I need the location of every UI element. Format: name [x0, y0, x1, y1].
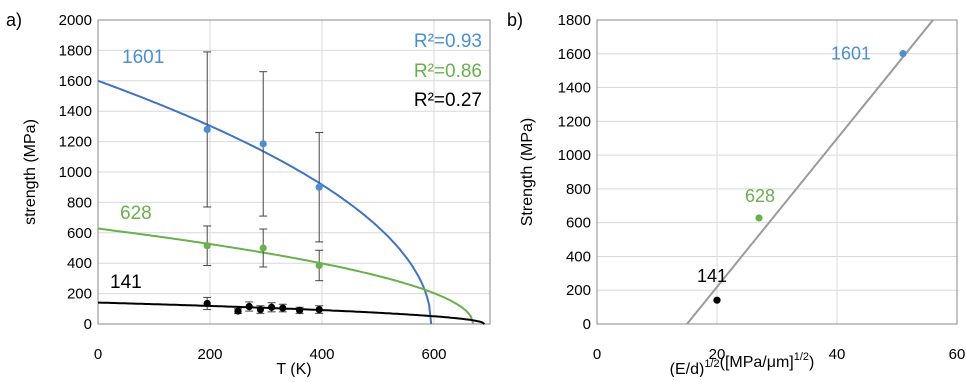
panel-a-y-tick-label: 200	[67, 286, 92, 303]
panel-a-plot: 0 200 400 600 800 1000 1200 1400 1600 1800 2000 0 20…	[59, 12, 491, 363]
panel-a-y-tick-label: 2000	[59, 12, 92, 29]
data-point-628	[203, 242, 211, 250]
panel-a-frame	[97, 19, 491, 325]
fit-curve-141	[98, 301, 485, 325]
x-label-unit-close: )	[809, 354, 814, 371]
panel-a-y-tick-label: 0	[84, 316, 92, 333]
point-label-628: 628	[745, 186, 775, 206]
panel-b-x-tick-label: 20	[709, 346, 726, 363]
panel-a-x-tick-label: 200	[197, 346, 222, 363]
data-point-1601	[259, 140, 267, 148]
panel-a-y-tick-label: 1800	[59, 42, 92, 59]
data-point-1601	[203, 125, 211, 134]
panel-a-y-tick-label: 1400	[59, 103, 92, 120]
r2-label-141: R²=0.27	[414, 90, 482, 111]
panel-b-y-tick-label: 1400	[558, 80, 591, 97]
x-label-main: (E/d)	[670, 361, 705, 377]
x-label-unit-exp: 1/2	[794, 351, 809, 363]
panel-a-y-axis-label: strength (MPa)	[22, 119, 39, 225]
x-label-unit-main: ([MPa/μm]	[720, 354, 794, 371]
series-label-1601: 1601	[122, 47, 164, 68]
panel-a-y-tick-label: 800	[67, 194, 92, 211]
panel-b-y-tick-label: 1800	[558, 12, 591, 29]
panel-b-frame	[596, 19, 958, 325]
panel-b-x-axis-label: (E/d)1/2([MPa/μm]1/2)	[670, 351, 815, 377]
fit-curve-628	[97, 227, 475, 325]
fit-curve-1601	[97, 79, 433, 325]
data-point-141	[256, 305, 264, 314]
panel-a-y-tick-label: 600	[67, 225, 92, 242]
panel-b-y-tick-label: 1200	[558, 113, 591, 130]
data-point-1601	[315, 183, 323, 191]
panel-a-y-tick-label: 400	[67, 255, 92, 272]
panel-b-y-axis-label: Strength (MPa)	[519, 118, 536, 226]
series-label-628: 628	[120, 203, 152, 224]
data-point-141	[203, 299, 211, 308]
panel-b-y-tick-label: 200	[566, 282, 591, 299]
panel-b-label: b)	[507, 10, 523, 30]
panel-a-y-tick-label: 1600	[59, 73, 92, 90]
data-point-1601	[899, 50, 907, 58]
panel-a-y-tick-label: 1200	[59, 134, 92, 151]
data-point-141	[245, 302, 253, 311]
data-point-628	[315, 261, 323, 270]
panel-a-y-tick-label: 1000	[59, 164, 92, 181]
panel-a-label: a)	[6, 10, 22, 30]
series-label-141: 141	[110, 272, 142, 293]
panel-b-x-tick-label: 60	[949, 346, 966, 363]
panel-b-y-tick-label: 1600	[558, 46, 591, 63]
point-label-141: 141	[697, 266, 727, 286]
data-point-141	[279, 304, 287, 312]
panel-a-x-tick-label: 600	[421, 346, 446, 363]
fit-line	[686, 19, 934, 325]
data-point-141	[234, 307, 242, 315]
r2-label-1601: R²=0.93	[414, 31, 482, 52]
x-label-exp: 1/2	[704, 358, 719, 370]
panel-b-plot: 0 200 400 600 800 1000 1200 1400 1600 1800 0 20 40 60…	[558, 12, 966, 363]
panel-b-y-tick-label: 800	[566, 181, 591, 198]
panel-a-x-axis-label: T (K)	[276, 361, 311, 377]
data-point-628	[755, 214, 763, 222]
data-point-628	[259, 244, 267, 252]
panel-b-y-tick-label: 1000	[558, 147, 591, 164]
panel-b-x-tick-label: 40	[829, 346, 846, 363]
data-point-141	[315, 305, 323, 314]
panel-a-x-tick-label: 400	[309, 346, 334, 363]
data-point-141	[713, 296, 721, 304]
r2-label-628: R²=0.86	[414, 61, 482, 82]
data-point-141	[268, 303, 276, 311]
panel-a-x-tick-label: 0	[94, 346, 102, 363]
panel-b-y-tick-label: 0	[583, 316, 591, 333]
panel-b-y-tick-label: 400	[566, 248, 591, 265]
data-point-141	[296, 306, 304, 314]
point-label-1601: 1601	[831, 44, 871, 64]
panel-b-y-tick-label: 600	[566, 215, 591, 232]
panel-b-x-tick-label: 0	[593, 346, 601, 363]
